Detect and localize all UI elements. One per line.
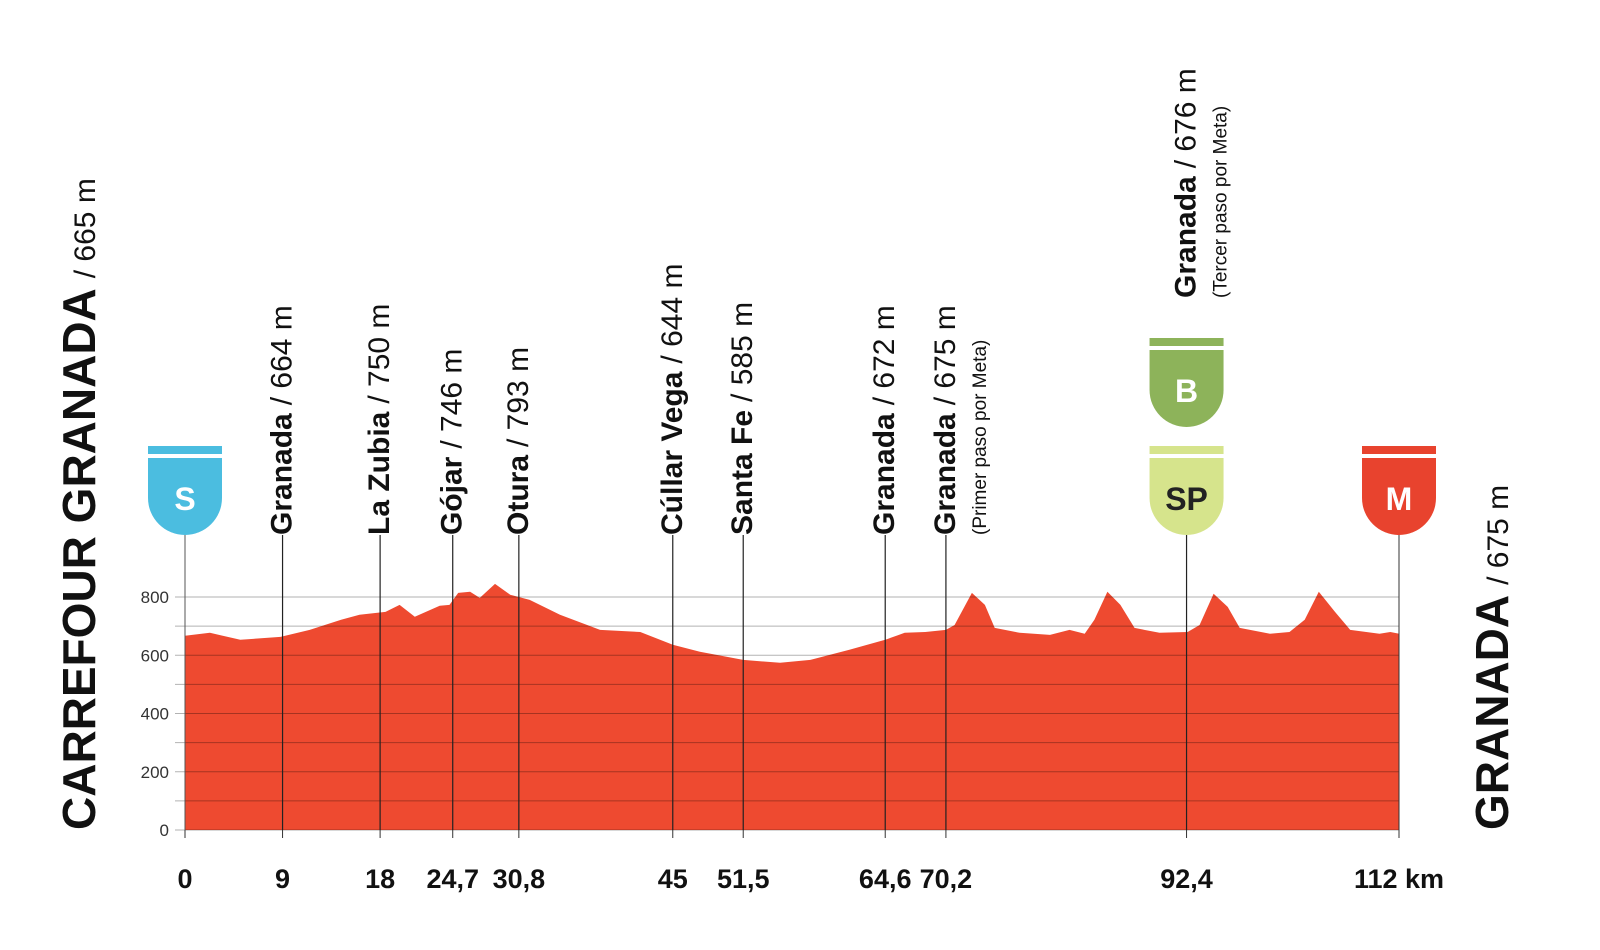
elevation-area (185, 583, 1399, 830)
marker-cap (148, 446, 222, 454)
marker: SP (1149, 446, 1224, 535)
waypoint-altitude: / 793 m (502, 347, 535, 447)
x-tick-label: 112 km (1354, 864, 1444, 894)
y-tick-label: 800 (141, 588, 169, 607)
marker-label: S (174, 481, 195, 517)
location-name: CARREFOUR GRANADA (53, 288, 105, 830)
x-tick-label: 30,8 (493, 864, 546, 894)
y-tick-label: 600 (141, 646, 169, 665)
x-tick-label: 9 (275, 864, 290, 894)
marker-cap (1362, 446, 1436, 454)
y-tick-label: 200 (141, 763, 169, 782)
waypoint-note: (Tercer paso por Meta) (1211, 106, 1232, 298)
x-tick-label: 51,5 (717, 864, 770, 894)
waypoint-name: Cúllar Vega (656, 371, 689, 535)
waypoint-label: Granada / 676 m (1170, 68, 1203, 298)
waypoint-name: Otura (502, 455, 535, 535)
waypoint-altitude: / 672 m (868, 305, 901, 405)
y-tick-label: 0 (160, 821, 169, 840)
waypoint-name: Granada (266, 413, 299, 535)
waypoint-label: Granada / 672 m (868, 305, 901, 535)
waypoint-altitude: / 675 m (929, 305, 962, 405)
waypoint-altitude: / 676 m (1170, 68, 1203, 168)
location-altitude: / 665 m (69, 178, 102, 278)
marker-label: M (1386, 481, 1413, 517)
waypoint-altitude: / 664 m (266, 305, 299, 405)
waypoint-name: Granada (1170, 176, 1203, 298)
location-altitude: / 675 m (1482, 485, 1515, 585)
x-tick-label: 24,7 (426, 864, 479, 894)
marker: S (148, 446, 222, 535)
marker-cap (1149, 446, 1224, 454)
marker-shield (148, 458, 222, 535)
location-title: GRANADA / 675 m (1466, 485, 1518, 830)
waypoint-name: Granada (868, 413, 901, 535)
y-tick-label: 400 (141, 705, 169, 724)
waypoint-altitude: / 585 m (726, 302, 759, 402)
x-tick-label: 18 (365, 864, 395, 894)
x-tick-label: 92,4 (1160, 864, 1213, 894)
waypoint-name: Santa Fe (726, 410, 759, 535)
marker-cap (1149, 338, 1224, 346)
marker-label: SP (1165, 481, 1208, 517)
waypoint-name: La Zubia (363, 411, 396, 535)
x-tick-label: 70,2 (920, 864, 973, 894)
x-tick-label: 45 (658, 864, 688, 894)
waypoint-note: (Primer paso por Meta) (970, 340, 991, 535)
marker: B (1149, 338, 1224, 427)
marker-shield (1362, 458, 1436, 535)
waypoint-label: La Zubia / 750 m (363, 304, 396, 535)
waypoint-label: Granada / 675 m (929, 305, 962, 535)
waypoint-altitude: / 750 m (363, 304, 396, 404)
location-title: CARREFOUR GRANADA / 665 m (53, 178, 105, 830)
waypoint-label: Gójar / 746 m (436, 349, 469, 535)
waypoint-altitude: / 746 m (436, 349, 469, 449)
marker-shield (1149, 458, 1224, 535)
marker-label: B (1175, 373, 1198, 409)
waypoint-label: Otura / 793 m (502, 347, 535, 535)
waypoint-label: Cúllar Vega / 644 m (656, 264, 689, 535)
waypoint-label: Granada / 664 m (266, 305, 299, 535)
marker-shield (1149, 350, 1224, 427)
waypoint-name: Gójar (436, 456, 469, 535)
x-tick-label: 0 (177, 864, 192, 894)
marker: M (1362, 446, 1436, 535)
x-tick-label: 64,6 (859, 864, 912, 894)
location-name: GRANADA (1466, 595, 1518, 830)
waypoint-label: Santa Fe / 585 m (726, 302, 759, 535)
waypoint-altitude: / 644 m (656, 264, 689, 364)
waypoint-name: Granada (929, 413, 962, 535)
